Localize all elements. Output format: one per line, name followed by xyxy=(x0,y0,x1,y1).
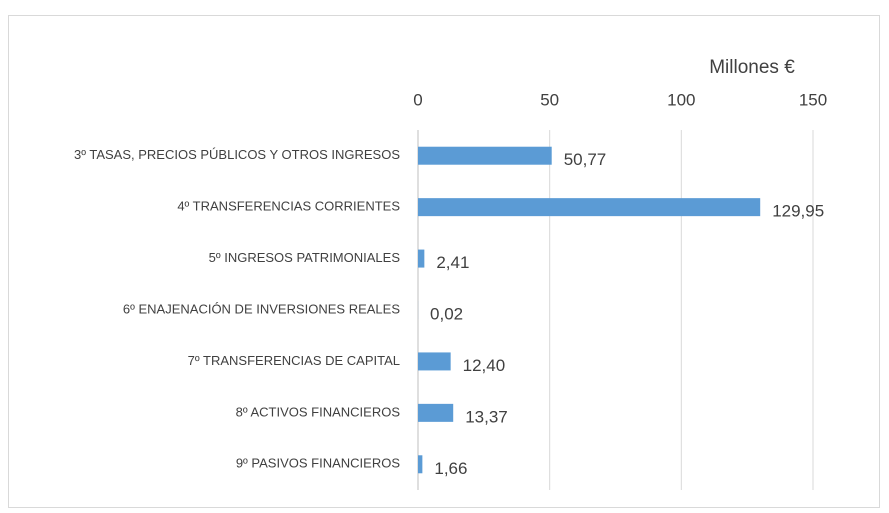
y-tick-label: 7º TRANSFERENCIAS DE CAPITAL xyxy=(188,353,400,368)
value-label: 50,77 xyxy=(564,150,607,169)
y-tick-label: 5º INGRESOS PATRIMONIALES xyxy=(209,250,401,265)
value-label: 13,37 xyxy=(465,407,508,426)
x-tick-label: 150 xyxy=(799,90,827,109)
value-label: 2,41 xyxy=(436,253,469,272)
value-label: 0,02 xyxy=(430,304,463,323)
x-tick-label: 100 xyxy=(667,90,695,109)
x-tick-label: 50 xyxy=(540,90,559,109)
value-label: 12,40 xyxy=(463,356,506,375)
bar xyxy=(418,198,761,217)
bar xyxy=(418,146,552,165)
y-tick-label: 6º ENAJENACIÓN DE INVERSIONES REALES xyxy=(123,301,400,316)
axis-title: Millones € xyxy=(709,57,795,78)
y-tick-label: 8º ACTIVOS FINANCIEROS xyxy=(236,404,401,419)
y-tick-label: 9º PASIVOS FINANCIEROS xyxy=(236,456,400,471)
bar xyxy=(418,403,454,422)
y-tick-label: 3º TASAS, PRECIOS PÚBLICOS Y OTROS INGRE… xyxy=(74,147,400,162)
bar xyxy=(418,455,423,474)
bar xyxy=(418,352,451,371)
value-label: 1,66 xyxy=(434,459,467,478)
bar xyxy=(418,249,425,268)
x-tick-label: 0 xyxy=(413,90,422,109)
y-tick-label: 4º TRANSFERENCIAS CORRIENTES xyxy=(177,199,400,214)
chart-border xyxy=(8,15,880,508)
value-label: 129,95 xyxy=(772,202,824,221)
